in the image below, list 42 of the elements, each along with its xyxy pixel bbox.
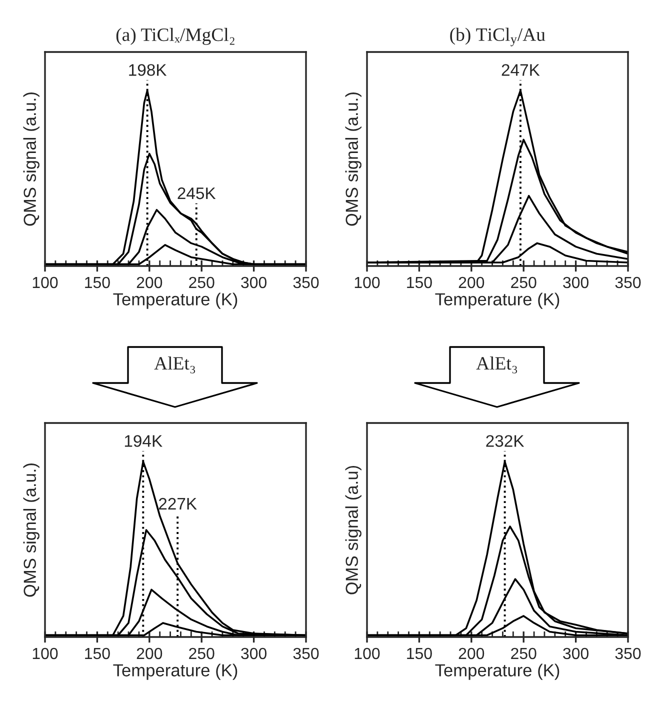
x-tick-label: 250	[511, 648, 536, 660]
x-tick-label: 200	[136, 276, 162, 288]
ref-line-label: 198K	[129, 64, 167, 76]
chart-title: (a) TiClₓ/MgCl₂	[116, 28, 234, 45]
ref-line-label: 232K	[486, 435, 524, 447]
x-tick-label: 200	[458, 276, 484, 288]
ref-line-label: 227K	[158, 498, 197, 510]
chart-title: (b) TiCl$_{y}$/Au	[450, 28, 546, 46]
x-tick-label: 300	[563, 276, 588, 288]
text: AlEt₃	[476, 356, 518, 374]
x-tick-label: 200	[136, 648, 162, 660]
x-tick-label: 250	[189, 648, 214, 660]
x-tick-label: 100	[354, 276, 380, 288]
ref-line-label: 247K	[502, 64, 540, 76]
text: AlEt₃	[154, 356, 196, 374]
x-tick-label: 300	[241, 648, 266, 660]
x-axis-title: Temperature (K)	[113, 292, 238, 309]
x-tick-label: 150	[85, 648, 110, 660]
ref-line-label: 245K	[178, 187, 216, 200]
y-axis-title: QMS signal (a.u.)	[23, 92, 40, 226]
y-axis-title: QMS signal (a.u.)	[23, 464, 40, 597]
y-axis-title: QMS signal (a.u.)	[345, 92, 362, 226]
x-tick-label: 350	[615, 648, 641, 660]
x-tick-label: 350	[293, 276, 319, 288]
x-axis-title: Temperature (K)	[113, 664, 238, 680]
x-axis-title: Temperature (K)	[435, 664, 560, 680]
x-tick-label: 350	[293, 648, 319, 660]
x-tick-label: 200	[458, 648, 484, 660]
x-tick-label: 100	[32, 276, 58, 288]
x-tick-label: 100	[354, 648, 380, 660]
x-tick-label: 300	[241, 276, 266, 288]
y-axis-title: QMS signal (a.u)	[345, 466, 362, 594]
x-tick-label: 100	[32, 648, 58, 660]
x-tick-label: 150	[407, 276, 432, 288]
x-tick-label: 150	[85, 276, 110, 288]
x-tick-label: 150	[407, 648, 432, 660]
x-tick-label: 250	[189, 276, 214, 288]
ref-line-label: 194K	[124, 435, 162, 447]
x-tick-label: 250	[511, 276, 536, 288]
x-tick-label: 300	[563, 648, 588, 660]
x-axis-title: Temperature (K)	[435, 292, 560, 309]
x-tick-label: 350	[615, 276, 641, 288]
